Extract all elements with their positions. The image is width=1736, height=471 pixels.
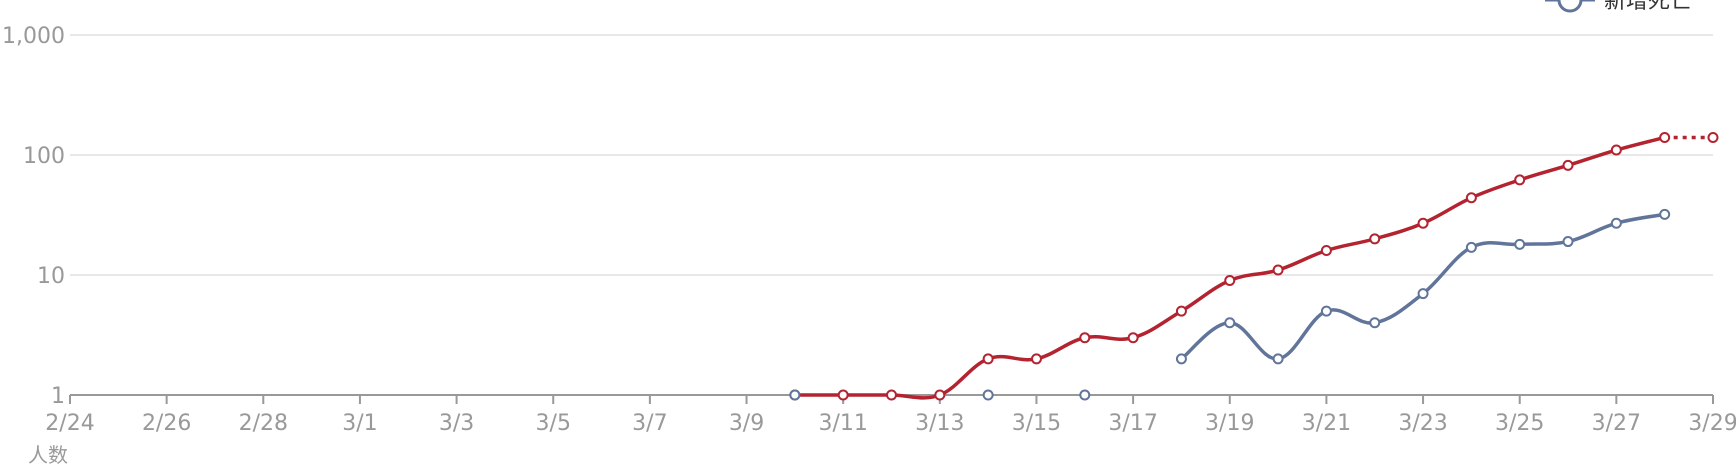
data-point[interactable] [1564,161,1573,170]
series-line [795,137,1665,397]
x-tick-label: 3/5 [536,411,571,436]
data-point[interactable] [984,354,993,363]
data-point[interactable] [1177,307,1186,316]
legend-label-deaths: 新增死亡 [1604,0,1692,14]
x-tick-label: 3/17 [1108,411,1157,436]
data-point[interactable] [1515,240,1524,249]
data-point[interactable] [1032,354,1041,363]
x-tick-label: 3/29 [1688,411,1736,436]
legend[interactable]: 新增死亡 [1545,0,1692,14]
data-point[interactable] [1177,354,1186,363]
data-point[interactable] [839,391,848,400]
x-tick-label: 3/13 [915,411,964,436]
x-axis: 2/24 2/26 2/28 3/1 3/3 3/5 3/7 3/9 3/11 3/13 3/15 3… [45,395,1736,436]
data-point[interactable] [1709,133,1718,142]
data-point[interactable] [1467,193,1476,202]
data-point[interactable] [1564,237,1573,246]
data-point[interactable] [1419,289,1428,298]
data-point[interactable] [1225,276,1234,285]
series-1 [790,210,1669,400]
data-point[interactable] [1370,234,1379,243]
grid-lines [70,35,1713,275]
data-point[interactable] [935,391,944,400]
data-point[interactable] [1612,219,1621,228]
x-tick-label: 3/9 [729,411,764,436]
data-point[interactable] [1370,318,1379,327]
series-line [1181,214,1664,359]
data-point[interactable] [1225,318,1234,327]
data-point[interactable] [984,391,993,400]
y-axis: 1 10 100 1,000 [2,24,65,409]
x-tick-label: 3/21 [1302,411,1351,436]
legend-swatch-marker [1559,0,1581,11]
data-point[interactable] [1080,391,1089,400]
x-tick-label: 3/1 [342,411,377,436]
series-0 [790,133,1717,400]
y-tick-label: 1,000 [2,24,65,49]
x-tick-label: 2/26 [142,411,191,436]
x-tick-label: 2/24 [45,411,94,436]
x-tick-label: 3/25 [1495,411,1544,436]
x-tick-label: 3/3 [439,411,474,436]
data-point[interactable] [1419,219,1428,228]
y-tick-label: 10 [37,264,65,289]
x-tick-label: 2/28 [239,411,288,436]
x-tick-label: 3/11 [818,411,867,436]
data-point[interactable] [1080,333,1089,342]
y-axis-label: 人数 [28,443,68,467]
data-point[interactable] [1322,307,1331,316]
data-point[interactable] [1129,333,1138,342]
data-point[interactable] [1660,210,1669,219]
data-point[interactable] [1660,133,1669,142]
y-tick-label: 1 [51,384,65,409]
data-point[interactable] [1467,243,1476,252]
y-tick-label: 100 [23,144,65,169]
data-point[interactable] [1515,175,1524,184]
data-point[interactable] [1274,354,1283,363]
x-tick-label: 3/23 [1398,411,1447,436]
x-tick-label: 3/15 [1012,411,1061,436]
series-layer [790,133,1717,400]
x-tick-label: 3/7 [632,411,667,436]
data-point[interactable] [1612,146,1621,155]
x-tick-label: 3/19 [1205,411,1254,436]
data-point[interactable] [1322,246,1331,255]
data-point[interactable] [887,391,896,400]
data-point[interactable] [790,391,799,400]
data-point[interactable] [1274,266,1283,275]
x-tick-label: 3/27 [1592,411,1641,436]
